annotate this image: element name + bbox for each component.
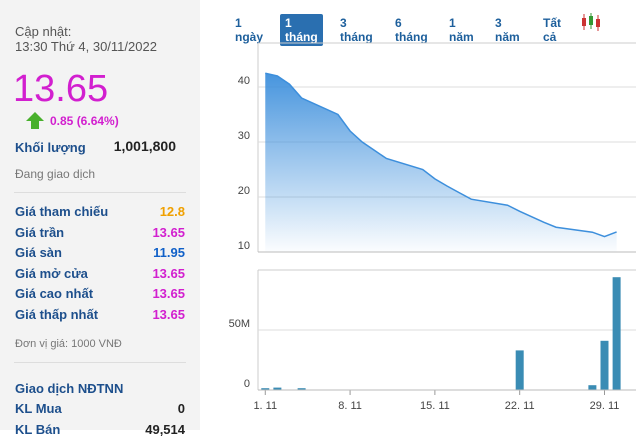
update-time: 13:30 Thứ 4, 30/11/2022	[15, 39, 157, 54]
separator	[14, 362, 186, 363]
quote-panel: Cập nhật: 13:30 Thứ 4, 30/11/2022 13.65 …	[0, 0, 200, 437]
y-tick-label: 50M	[229, 318, 250, 330]
row-label: Giá trần	[15, 224, 65, 240]
range-button[interactable]: 6 tháng	[395, 16, 428, 44]
up-arrow	[26, 112, 44, 129]
line	[265, 72, 617, 238]
range-button[interactable]: 3 năm	[495, 16, 520, 44]
y-tick-label: 10	[238, 240, 250, 252]
row-value: 13.65	[152, 224, 185, 240]
foreign-label: KL Mua	[15, 401, 62, 416]
range-button[interactable]: 1 tháng	[280, 14, 323, 46]
foreign-value: 49,514	[145, 421, 185, 437]
area	[265, 73, 617, 252]
y-tick-label: 40	[238, 75, 250, 87]
bar	[588, 385, 597, 390]
bar	[612, 277, 621, 390]
volume: 1,001,800	[113, 138, 176, 154]
bar	[515, 350, 524, 390]
row-value: 11.95	[153, 245, 185, 260]
y-tick-label: 20	[238, 185, 250, 197]
bar	[261, 388, 270, 390]
unit-note: Đơn vị giá: 1000 VNĐ	[15, 338, 122, 350]
status: Đang giao dịch	[15, 167, 96, 181]
row-label: Giá mở cửa	[15, 265, 88, 281]
volume-label: Khối lượng	[15, 140, 86, 155]
candlestick-icon[interactable]	[580, 12, 602, 32]
bar	[297, 388, 306, 390]
row-value: 13.65	[152, 265, 185, 281]
row-label: Giá cao nhất	[15, 286, 94, 301]
range-button[interactable]: Tất cả	[543, 16, 561, 44]
bar	[273, 387, 282, 390]
range-button[interactable]: 1 năm	[449, 16, 474, 44]
row-label: Giá tham chiếu	[15, 204, 109, 219]
range-button[interactable]: 3 tháng	[340, 16, 373, 44]
update-label: Cập nhật:	[15, 24, 72, 39]
foreign-value: 0	[177, 401, 185, 416]
separator	[14, 192, 186, 193]
change: 0.85 (6.64%)	[50, 114, 119, 128]
row-value: 13.65	[152, 286, 185, 301]
row-label: Giá thấp nhất	[15, 306, 99, 322]
x-tick-label: 8. 11	[338, 400, 362, 412]
row-value: 12.8	[159, 204, 185, 219]
x-tick-label: 1. 11	[253, 400, 277, 412]
bar	[600, 340, 609, 390]
x-tick-label: 15. 11	[420, 400, 450, 412]
x-tick-label: 29. 11	[590, 400, 620, 412]
y-tick-label: 0	[244, 378, 250, 390]
price: 13.65	[13, 68, 109, 110]
row-value: 13.65	[152, 306, 185, 322]
foreign-label: KL Bán	[15, 421, 61, 437]
range-button[interactable]: 1 ngày	[235, 16, 264, 44]
row-label: Giá sàn	[15, 245, 62, 260]
foreign-title: Giao dịch NĐTNN	[15, 381, 124, 396]
x-tick-label: 22. 11	[505, 400, 535, 412]
y-tick-label: 30	[238, 130, 250, 142]
